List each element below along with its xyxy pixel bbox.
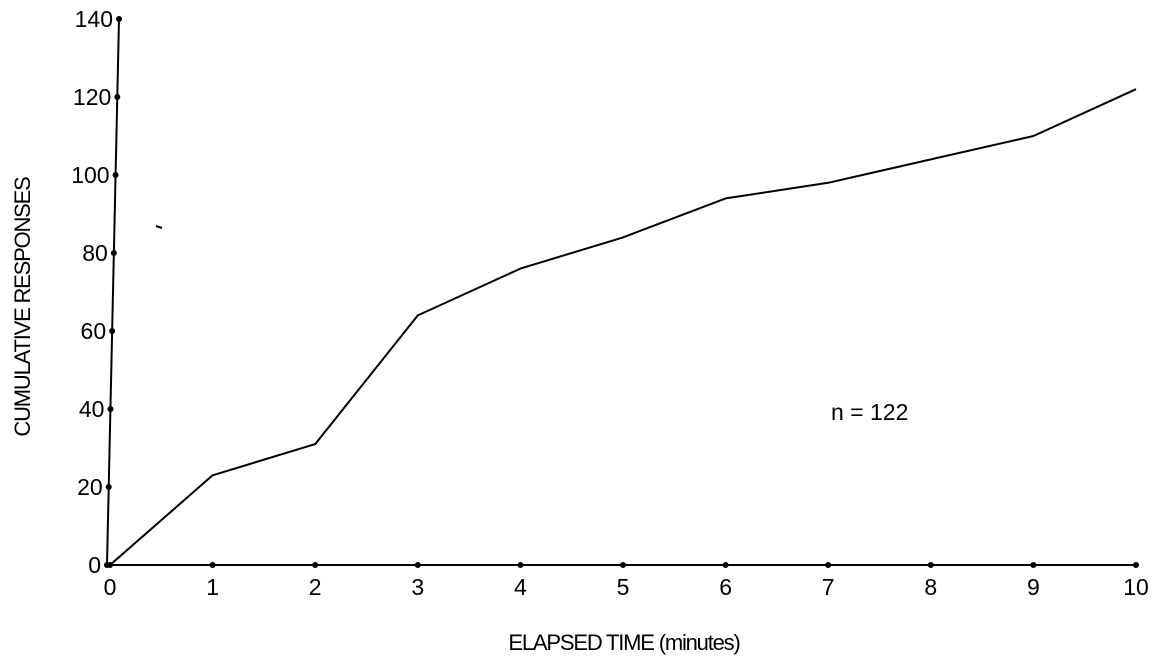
x-tick-mark: [1030, 562, 1037, 568]
x-tick-label: 9: [1027, 574, 1040, 600]
x-tick-mark: [620, 562, 626, 568]
y-tick-mark: [112, 172, 119, 178]
y-tick-mark: [105, 484, 112, 490]
x-tick-mark: [414, 562, 421, 568]
y-ticks: 0 20 40 60 80 100 120 140: [71, 6, 122, 578]
stray-mark: [155, 225, 163, 229]
y-tick-label: 20: [77, 474, 103, 500]
x-tick-label: 4: [514, 574, 527, 600]
x-tick-label: 2: [309, 574, 322, 600]
series: [109, 88, 1137, 566]
x-tick-label: 8: [924, 574, 937, 600]
y-tick-label: 120: [73, 84, 111, 110]
sample-size-annotation: n = 122: [831, 399, 908, 425]
x-tick-mark: [825, 562, 832, 568]
x-tick-mark: [209, 562, 216, 568]
y-tick-label: 60: [81, 318, 107, 344]
series-line: [109, 88, 1137, 566]
x-axis-title: ELAPSED TIME (minutes): [508, 630, 739, 655]
x-tick-label: 1: [206, 574, 219, 600]
y-tick-label: 40: [79, 396, 105, 422]
x-tick-mark: [1133, 562, 1139, 568]
x-tick-label: 0: [104, 574, 117, 600]
y-tick-mark: [110, 250, 117, 256]
axes: [106, 18, 1138, 566]
x-tick-mark: [312, 562, 319, 568]
x-tick-mark: [517, 562, 524, 568]
y-tick-mark: [109, 328, 116, 334]
y-tick-mark: [116, 16, 122, 22]
x-tick-mark: [927, 562, 934, 568]
x-tick-label: 5: [617, 574, 630, 600]
x-tick-label: 7: [822, 574, 835, 600]
x-tick-mark: [722, 562, 729, 568]
x-tick-label: 6: [719, 574, 732, 600]
x-tick-label: 10: [1123, 574, 1149, 600]
y-tick-mark: [107, 406, 114, 412]
y-tick-label: 80: [82, 240, 108, 266]
y-tick-label: 0: [88, 552, 101, 578]
x-ticks: 0 1 2 3 4 5 6 7 8 9 10: [104, 562, 1149, 600]
y-tick-label: 140: [75, 6, 113, 32]
y-axis-title: CUMULATIVE RESPONSES: [10, 177, 35, 437]
y-tick-mark: [114, 94, 121, 100]
x-tick-label: 3: [411, 574, 424, 600]
y-axis: [106, 18, 120, 566]
y-tick-label: 100: [71, 162, 109, 188]
